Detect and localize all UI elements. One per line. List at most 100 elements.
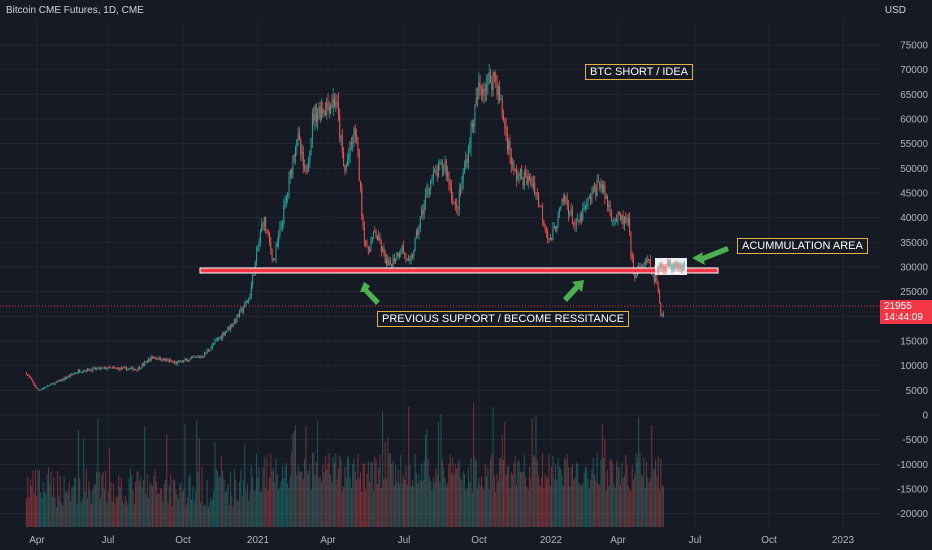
candle-body [347, 160, 349, 165]
volume-bar [122, 500, 124, 527]
volume-bar [583, 472, 585, 527]
volume-bar [85, 468, 87, 527]
candle-body [49, 384, 51, 386]
candle-body [101, 367, 103, 369]
accum-candle-body [667, 260, 669, 266]
volume-bar [272, 467, 274, 527]
volume-bar [575, 462, 577, 527]
volume-bar [80, 502, 82, 527]
volume-bar [564, 457, 566, 527]
candle-body [163, 358, 165, 361]
candle-body [341, 136, 343, 153]
candle-body [42, 388, 44, 390]
volume-bar [486, 476, 488, 527]
candle-body [217, 338, 219, 340]
candle-body [555, 226, 557, 232]
volume-bar [284, 466, 286, 527]
volume-bar [183, 489, 185, 527]
volume-bar [519, 471, 521, 527]
volume-bar [287, 483, 289, 527]
candle-body [490, 72, 492, 83]
volume-bar [475, 460, 477, 527]
volume-bar [661, 484, 663, 527]
volume-bar [570, 467, 572, 527]
candle-body [304, 165, 306, 167]
volume-bar [518, 459, 520, 527]
candle-body [240, 308, 242, 311]
candle-body [353, 127, 355, 143]
candle-body [206, 350, 208, 353]
candle-body [291, 169, 293, 175]
volume-bar [175, 489, 177, 527]
candle-body [547, 231, 549, 239]
volume-bar [192, 486, 194, 527]
volume-bar [592, 457, 594, 527]
volume-bar [402, 475, 404, 527]
candle-body [28, 374, 30, 377]
volume-bar [179, 484, 181, 527]
candle-body [474, 105, 476, 127]
candle-body [127, 368, 129, 371]
candle-body [435, 170, 437, 173]
volume-bar [466, 487, 468, 527]
candle-body [631, 254, 633, 259]
volume-bar [136, 472, 138, 527]
candle-body [237, 314, 239, 317]
volume-bar [348, 458, 350, 527]
volume-bar [285, 462, 287, 527]
candle-body [371, 237, 373, 242]
volume-bar [315, 462, 317, 527]
support-note[interactable]: PREVIOUS SUPPORT / BECOME RESSITANCE [377, 311, 630, 327]
volume-bar [549, 485, 551, 527]
time-tick-label: Apr [320, 535, 336, 546]
candle-body [301, 152, 303, 155]
volume-bar [180, 482, 182, 527]
volume-bar [89, 490, 91, 527]
volume-bar [376, 484, 378, 527]
candle-body [228, 326, 230, 330]
volume-bar [547, 477, 549, 527]
price-tick-label: 45000 [900, 189, 928, 200]
volume-bar [438, 421, 440, 527]
candle-body [326, 103, 328, 115]
volume-bar [343, 486, 345, 527]
candle-body [197, 356, 199, 358]
volume-bar [595, 481, 597, 527]
candle-body [262, 224, 264, 226]
candle-body [473, 123, 475, 127]
volume-bar [538, 475, 540, 527]
volume-bar [275, 458, 277, 527]
candle-body [226, 330, 228, 332]
volume-bar [54, 497, 56, 527]
candle-body [154, 357, 156, 359]
candle-body [549, 237, 551, 240]
candle-body [184, 359, 186, 361]
volume-bar [609, 458, 611, 527]
volume-bar [594, 474, 596, 527]
volume-bar [308, 473, 310, 527]
accumulation-note[interactable]: ACUMMULATION AREA [737, 238, 868, 254]
volume-bar [288, 488, 290, 527]
candle-body [566, 198, 568, 207]
volume-bar [298, 471, 300, 527]
volume-bar [313, 452, 315, 527]
idea-note[interactable]: BTC SHORT / IDEA [585, 64, 694, 80]
price-tick-label: -5000 [902, 435, 928, 446]
volume-bar [616, 461, 618, 527]
candle-body [261, 224, 263, 232]
volume-bar [250, 465, 252, 527]
volume-bar [222, 470, 224, 527]
volume-bar [600, 459, 602, 527]
candle-body [552, 228, 554, 241]
candle-body [162, 358, 164, 361]
candle-body [448, 172, 450, 184]
candle-body [209, 350, 211, 352]
volume-bar [647, 477, 649, 527]
candle-body [98, 367, 100, 370]
candle-body [275, 246, 277, 260]
candle-body [543, 220, 545, 224]
volume-bar [477, 489, 479, 527]
candle-body [94, 367, 96, 370]
volume-bar [404, 479, 406, 527]
